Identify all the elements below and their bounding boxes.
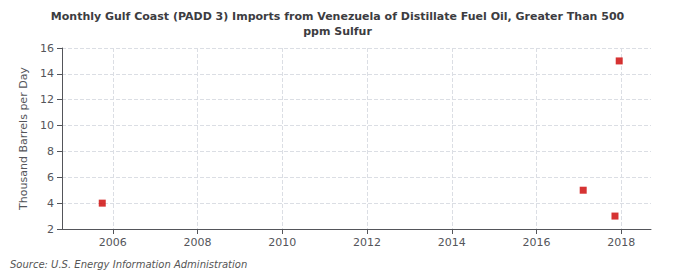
svg-text:Monthly Gulf Coast (PADD 3) Im: Monthly Gulf Coast (PADD 3) Imports from… xyxy=(51,10,625,23)
svg-text:2008: 2008 xyxy=(184,236,212,249)
svg-text:2012: 2012 xyxy=(353,236,381,249)
svg-text:8: 8 xyxy=(47,145,54,158)
svg-text:2006: 2006 xyxy=(99,236,127,249)
svg-text:2016: 2016 xyxy=(523,236,551,249)
svg-text:10: 10 xyxy=(40,119,54,132)
svg-text:2018: 2018 xyxy=(607,236,635,249)
svg-text:6: 6 xyxy=(47,171,54,184)
svg-text:2010: 2010 xyxy=(268,236,296,249)
svg-text:14: 14 xyxy=(40,67,54,80)
svg-text:2: 2 xyxy=(47,223,54,236)
svg-text:16: 16 xyxy=(40,42,54,55)
svg-text:2014: 2014 xyxy=(438,236,466,249)
svg-text:ppm Sulfur: ppm Sulfur xyxy=(303,25,372,38)
svg-text:Source: U.S. Energy Informatio: Source: U.S. Energy Information Administ… xyxy=(10,259,247,270)
svg-text:Thousand Barrels per Day: Thousand Barrels per Day xyxy=(17,67,30,211)
svg-text:12: 12 xyxy=(40,93,54,106)
svg-text:4: 4 xyxy=(47,197,54,210)
